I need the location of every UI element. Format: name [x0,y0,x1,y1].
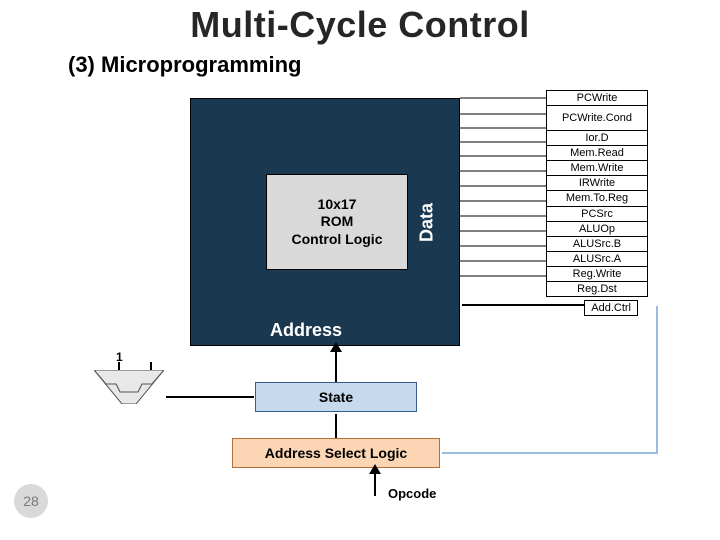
signal-memtoreg: Mem.To.Reg [546,190,648,206]
slide-number-badge: 28 [14,484,48,518]
signal-list: PCWrite PCWrite.Cond Ior.D Mem.Read Mem.… [546,90,648,296]
signal-pcsrc: PCSrc [546,206,648,222]
rom-line1: 10x17 [318,196,357,214]
state-wire-left [166,396,254,398]
signal-memwrite: Mem.Write [546,160,648,176]
signal-iord: Ior.D [546,130,648,146]
mux-in-wire-1 [150,362,152,370]
address-select-logic-box: Address Select Logic [232,438,440,468]
signal-pcwrite: PCWrite [546,90,648,106]
signal-regdst: Reg.Dst [546,281,648,297]
signal-memread: Mem.Read [546,145,648,161]
state-box: State [255,382,417,412]
signal-regwrite: Reg.Write [546,266,648,282]
address-label: Address [270,320,342,341]
mux-in-wire-2 [118,362,120,370]
opcode-arrow-icon [369,464,381,474]
feedback-wire-h [442,452,658,454]
section-subtitle: (3) Microprogramming [0,46,720,78]
signal-wires [460,92,550,302]
address-arrow-icon [330,342,342,352]
feedback-wire-v [656,306,658,454]
signal-irwrite: IRWrite [546,175,648,191]
state-wire-down [335,414,337,440]
rom-line2: ROM [321,213,354,231]
signal-alusrca: ALUSrc.A [546,251,648,267]
mux-shape [94,370,164,404]
page-title: Multi-Cycle Control [0,0,720,46]
state-wire-up [335,348,337,382]
signal-alusrcb: ALUSrc.B [546,236,648,252]
signal-aluop: ALUOp [546,221,648,237]
signal-pcwritecond-text: PCWrite.Cond [562,112,632,124]
rom-line3: Control Logic [292,231,383,249]
data-label: Data [415,186,439,258]
diagram-canvas: 10x17 ROM Control Logic Data Address PCW… [0,82,720,540]
addctrl-wire-h [462,304,586,306]
addctrl-box: Add.Ctrl [584,300,638,316]
signal-pcwritecond: PCWrite.Cond [546,105,648,131]
rom-box: 10x17 ROM Control Logic [266,174,408,270]
opcode-label: Opcode [388,486,436,501]
